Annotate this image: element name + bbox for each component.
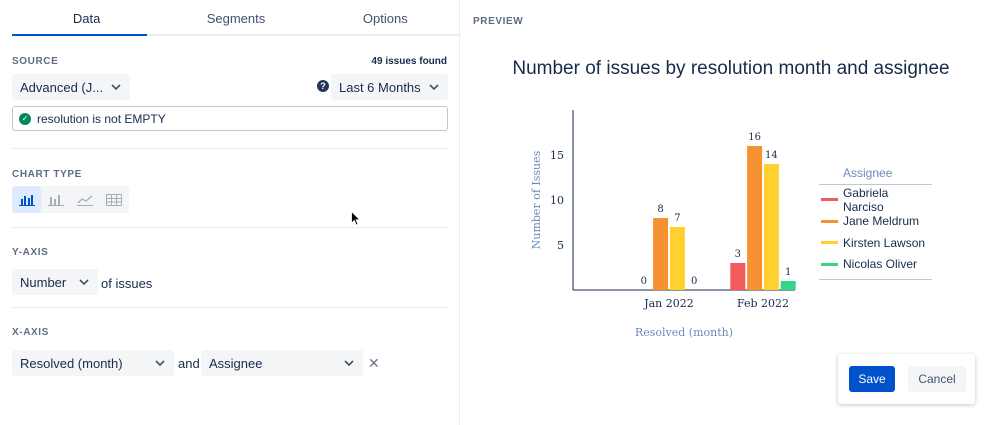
y-tick-label: 15 <box>550 149 564 162</box>
active-tab-indicator <box>12 34 147 36</box>
legend-swatch <box>821 241 838 245</box>
line-chart-icon[interactable] <box>70 186 99 213</box>
tab-segments[interactable]: Segments <box>206 11 266 26</box>
clear-group-icon[interactable]: ✕ <box>368 355 380 371</box>
legend-item[interactable]: Kirsten Lawson <box>819 232 932 254</box>
config-tabs: Data Segments Options <box>12 0 460 36</box>
x-axis-title: Resolved (month) <box>635 326 733 339</box>
query-type-select[interactable]: Advanced (J... <box>12 74 130 100</box>
jql-query-text: resolution is not EMPTY <box>37 111 166 126</box>
chevron-down-icon <box>154 357 166 369</box>
bar-value-label: 7 <box>674 213 680 224</box>
bar-value-label: 1 <box>785 267 791 278</box>
bar-chart-icon[interactable] <box>12 186 41 213</box>
y-axis-measure-value: Number <box>20 274 67 290</box>
legend-swatch <box>821 198 838 202</box>
date-range-value: Last 6 Months <box>339 79 421 95</box>
legend-swatch <box>821 219 838 223</box>
chart-legend: Gabriela Narciso Jane Meldrum Kirsten La… <box>819 184 932 280</box>
divider <box>12 148 448 149</box>
bar-value-label: 3 <box>735 249 741 260</box>
y-axis-measure-select[interactable]: Number <box>12 269 98 295</box>
bar <box>669 227 685 290</box>
x-tick-label: Jan 2022 <box>643 297 694 310</box>
bar-value-label: 14 <box>765 150 778 161</box>
bar-value-label: 16 <box>748 132 761 143</box>
help-icon[interactable]: ? <box>317 80 329 92</box>
bar <box>730 263 746 290</box>
action-bar: Save Cancel <box>838 354 975 404</box>
legend-swatch <box>821 262 838 266</box>
chart-bars <box>653 146 796 290</box>
save-button[interactable]: Save <box>849 366 895 392</box>
chevron-down-icon <box>110 81 122 93</box>
bar-value-label: 8 <box>657 204 663 215</box>
y-axis-title: Number of Issues <box>530 150 543 249</box>
chevron-down-icon <box>78 276 90 288</box>
bar <box>780 281 796 290</box>
x-axis-field-value: Resolved (month) <box>20 355 123 371</box>
date-range-select[interactable]: Last 6 Months <box>331 74 448 100</box>
divider <box>12 227 448 228</box>
x-tick-label: Feb 2022 <box>737 297 789 310</box>
legend-item[interactable]: Gabriela Narciso <box>819 185 932 214</box>
chart-title: Number of issues by resolution month and… <box>512 58 950 79</box>
chevron-down-icon <box>428 81 440 93</box>
y-tick-label: 10 <box>550 194 564 207</box>
divider <box>12 307 448 308</box>
x-axis-group-value: Assignee <box>209 355 263 371</box>
legend-label: Gabriela Narciso <box>842 185 889 214</box>
chart-type-label: CHART TYPE <box>12 169 82 180</box>
chart-type-selector <box>12 186 129 213</box>
chevron-down-icon <box>343 357 355 369</box>
y-axis-label: Y-AXIS <box>12 247 49 258</box>
x-axis-label: X-AXIS <box>12 327 49 338</box>
y-tick-label: 5 <box>557 239 564 252</box>
config-panel: Data Segments Options SOURCE 49 issues f… <box>0 0 460 425</box>
issues-found-count: 49 issues found <box>371 56 447 67</box>
x-axis-conjunction: and <box>178 356 200 371</box>
legend-title: Assignee <box>843 166 893 180</box>
legend-item[interactable]: Jane Meldrum <box>819 211 932 233</box>
tab-data[interactable]: Data <box>72 11 101 26</box>
bar <box>763 164 779 290</box>
bar <box>653 218 669 290</box>
source-label: SOURCE <box>12 56 59 67</box>
stacked-bar-chart-icon[interactable] <box>41 186 70 213</box>
bar-value-label: 0 <box>641 276 647 287</box>
legend-item[interactable]: Nicolas Oliver <box>819 254 932 276</box>
x-axis-group-select[interactable]: Assignee <box>201 350 363 376</box>
chart-data-labels: 0 87 0 3 16 14 1 <box>641 132 792 287</box>
preview-label: PREVIEW <box>473 16 524 27</box>
query-type-value: Advanced (J... <box>20 79 104 95</box>
bar-value-label: 0 <box>691 276 697 287</box>
legend-label: Nicolas Oliver <box>843 257 918 272</box>
mouse-cursor-icon <box>351 210 361 231</box>
legend-label: Jane Meldrum <box>843 214 920 229</box>
legend-label: Kirsten Lawson <box>843 235 926 250</box>
tab-options[interactable]: Options <box>362 11 408 26</box>
bar <box>747 146 763 290</box>
jql-query-input[interactable]: ✓ resolution is not EMPTY <box>12 106 448 131</box>
valid-check-icon: ✓ <box>19 112 31 125</box>
cancel-button[interactable]: Cancel <box>908 366 966 392</box>
table-icon[interactable] <box>99 186 128 213</box>
y-axis-suffix: of issues <box>101 276 153 291</box>
x-axis-field-select[interactable]: Resolved (month) <box>12 350 174 376</box>
